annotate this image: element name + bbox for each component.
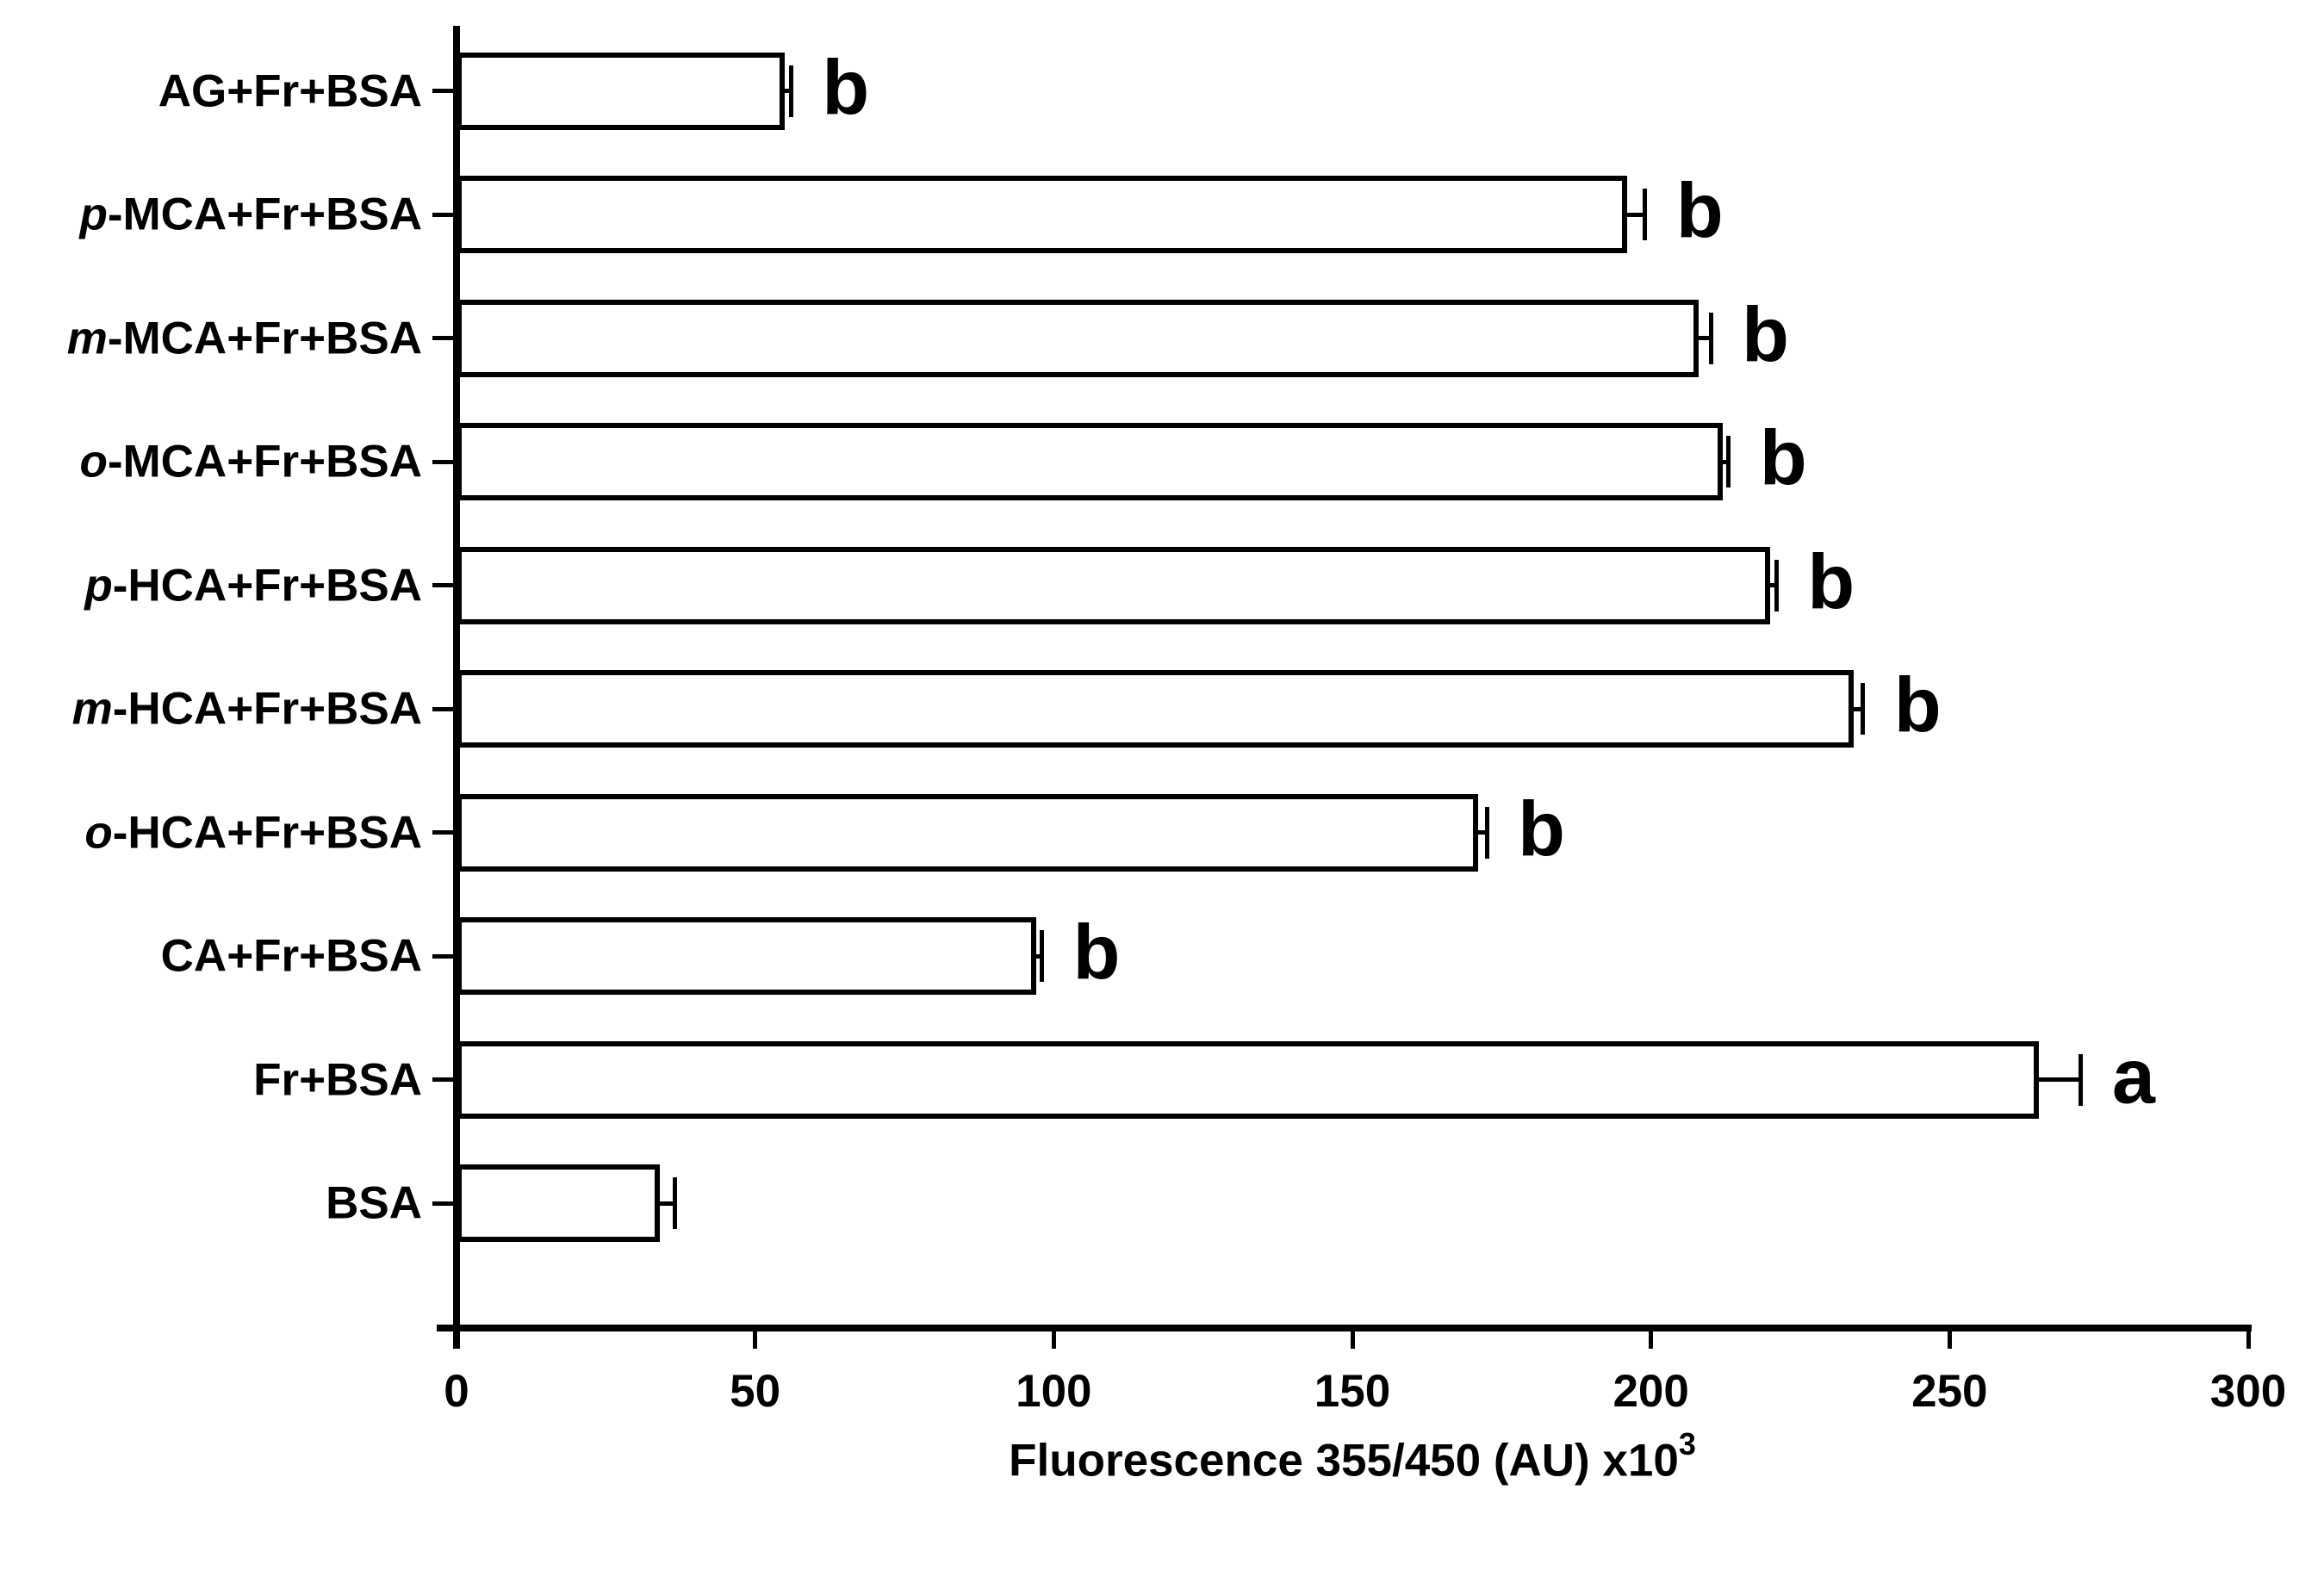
error-bar-cap	[1708, 312, 1713, 364]
x-tick-label: 50	[730, 1366, 781, 1417]
sig-letter: b	[1807, 539, 1855, 626]
bar	[457, 52, 786, 130]
category-label-prefix: o	[84, 807, 113, 859]
x-tick-label: 100	[1016, 1366, 1092, 1417]
bar	[457, 176, 1627, 254]
x-tick	[1947, 1328, 1952, 1349]
sig-letter: b	[1675, 168, 1724, 255]
category-label-text: -HCA+Fr+BSA	[112, 683, 422, 735]
category-label-text: CA+Fr+BSA	[160, 930, 422, 982]
category-label-text: BSA	[326, 1177, 422, 1229]
error-bar-cap	[788, 65, 793, 117]
y-tick	[432, 953, 453, 959]
x-tick	[1051, 1328, 1056, 1349]
error-bar-cap	[2079, 1053, 2084, 1106]
x-tick-label: 0	[444, 1366, 469, 1417]
category-label-prefix: o	[79, 436, 108, 487]
x-tick-label: 200	[1613, 1366, 1689, 1417]
x-tick	[1350, 1328, 1355, 1349]
category-label-text: Fr+BSA	[253, 1054, 422, 1106]
category-label: p-HCA+Fr+BSA	[84, 559, 422, 611]
y-tick	[432, 336, 453, 341]
sig-letter: b	[1759, 415, 1807, 502]
error-bar-line	[783, 89, 792, 94]
category-label: o-MCA+Fr+BSA	[79, 436, 422, 488]
category-label-text: -HCA+Fr+BSA	[112, 560, 422, 611]
bar	[457, 793, 1478, 872]
bar	[457, 423, 1723, 501]
bar	[457, 670, 1855, 748]
x-tick-label: 300	[2209, 1366, 2287, 1417]
category-label: AG+Fr+BSA	[158, 65, 422, 117]
sig-letter: b	[1742, 292, 1789, 379]
error-bar-line	[1697, 336, 1711, 341]
error-bar-line	[2037, 1077, 2081, 1083]
category-label-prefix: m	[66, 313, 108, 364]
x-tick	[1649, 1328, 1654, 1349]
category-label: m-HCA+Fr+BSA	[72, 683, 422, 736]
y-tick	[432, 706, 453, 711]
error-bar-line	[1034, 953, 1042, 959]
category-label: o-HCA+Fr+BSA	[84, 806, 422, 859]
error-bar-cap	[672, 1177, 677, 1230]
error-bar-line	[1852, 706, 1863, 711]
x-tick	[454, 1328, 459, 1349]
bar	[457, 299, 1700, 377]
category-label-prefix: m	[71, 683, 113, 735]
category-label-prefix: p	[84, 560, 113, 611]
category-label-text: -MCA+Fr+BSA	[107, 189, 422, 240]
category-label-text: AG+Fr+BSA	[158, 65, 422, 117]
x-tick	[753, 1328, 758, 1349]
bar	[457, 1040, 2040, 1119]
category-label-prefix: p	[79, 189, 108, 240]
sig-letter: b	[1072, 909, 1121, 996]
x-axis-line	[437, 1325, 2252, 1331]
sig-letter: a	[2111, 1033, 2155, 1120]
error-bar-cap	[1643, 189, 1648, 241]
error-bar-line	[1768, 583, 1777, 588]
x-axis-title: Fluorescence 355/450 (AU) x103	[1009, 1426, 1696, 1487]
error-bar-line	[657, 1201, 675, 1206]
x-tick	[2246, 1328, 2251, 1349]
category-label-text: -HCA+Fr+BSA	[112, 807, 422, 859]
y-tick	[432, 212, 453, 217]
x-tick-label: 250	[1911, 1366, 1988, 1417]
category-label: p-MCA+Fr+BSA	[79, 189, 422, 241]
bar	[457, 1164, 660, 1243]
x-axis-title-exponent: 3	[1678, 1426, 1696, 1462]
error-bar-cap	[1484, 806, 1489, 859]
error-bar-cap	[1726, 436, 1731, 488]
error-bar-cap	[1039, 930, 1044, 983]
y-tick	[432, 1201, 453, 1206]
y-tick	[432, 459, 453, 464]
x-axis-title-text: Fluorescence 355/450 (AU) x10	[1009, 1435, 1679, 1487]
sig-letter: b	[822, 45, 870, 132]
category-label: m-MCA+Fr+BSA	[67, 312, 422, 364]
category-label-text: -MCA+Fr+BSA	[107, 313, 422, 364]
error-bar-line	[1720, 459, 1729, 464]
error-bar-cap	[1861, 683, 1866, 736]
y-tick	[432, 1077, 453, 1083]
error-bar-line	[1476, 830, 1487, 835]
x-tick-label: 150	[1314, 1366, 1391, 1417]
category-label: BSA	[326, 1177, 422, 1230]
bar	[457, 917, 1036, 996]
error-bar-cap	[1774, 559, 1779, 611]
category-label-text: -MCA+Fr+BSA	[107, 436, 422, 487]
y-tick	[432, 583, 453, 588]
bar	[457, 546, 1771, 624]
y-tick	[432, 89, 453, 94]
category-label: Fr+BSA	[253, 1053, 422, 1106]
error-bar-line	[1625, 212, 1645, 217]
sig-letter: b	[1893, 662, 1942, 749]
y-tick	[432, 830, 453, 835]
category-label: CA+Fr+BSA	[161, 930, 422, 983]
sig-letter: b	[1518, 786, 1565, 873]
